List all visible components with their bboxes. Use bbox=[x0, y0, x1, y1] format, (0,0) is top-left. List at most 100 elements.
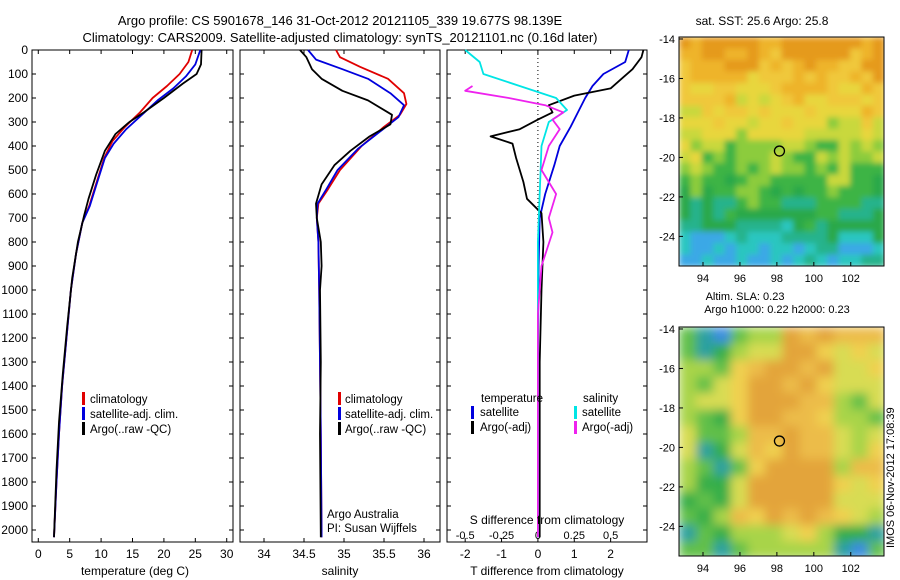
sla-cell bbox=[730, 393, 749, 411]
sst-cell bbox=[736, 37, 749, 50]
sla-cell bbox=[816, 492, 835, 510]
map-y-tick-label: -22 bbox=[659, 482, 675, 494]
sst-cell bbox=[861, 140, 874, 153]
map-x-tick-label: 96 bbox=[734, 273, 746, 285]
sst-cell bbox=[747, 197, 760, 210]
sst-cell bbox=[747, 162, 760, 176]
sst-cell bbox=[872, 208, 884, 222]
sla-cell bbox=[868, 409, 884, 427]
sst-cell bbox=[838, 162, 851, 176]
figure-title-line2: Climatology: CARS2009. Satellite-adjuste… bbox=[83, 30, 598, 45]
map-x-tick-label: 102 bbox=[842, 563, 860, 575]
sla-cell bbox=[799, 327, 818, 345]
sst-cell bbox=[679, 243, 692, 256]
sst-cell bbox=[736, 162, 749, 176]
sst-cell bbox=[815, 59, 829, 73]
depth-tick-label: 300 bbox=[8, 115, 28, 129]
sst-cell bbox=[804, 117, 817, 130]
sla-cell bbox=[799, 475, 818, 493]
sst-cell bbox=[770, 82, 783, 96]
map-y-tick-label: -18 bbox=[659, 403, 675, 415]
sla-cell bbox=[868, 360, 884, 378]
map-y-tick-label: -16 bbox=[659, 363, 675, 375]
sla-cell bbox=[868, 327, 884, 345]
sst-cell bbox=[815, 82, 829, 96]
sla-cell bbox=[747, 541, 766, 556]
sla-cell bbox=[765, 492, 783, 510]
sla-cell bbox=[868, 426, 884, 444]
sla-cell bbox=[730, 409, 749, 427]
sla-cell bbox=[833, 459, 852, 477]
sst-cell bbox=[724, 174, 737, 187]
series-argo-raw-qc- bbox=[53, 49, 203, 538]
sla-cell bbox=[782, 327, 801, 345]
sst-cell bbox=[758, 140, 772, 153]
sst-cell bbox=[804, 94, 817, 107]
sla-cell bbox=[713, 442, 732, 460]
sst-cell bbox=[758, 162, 772, 176]
sst-cell bbox=[872, 197, 884, 210]
series-argo-raw-qc- bbox=[299, 49, 393, 538]
sst-cell bbox=[770, 208, 783, 222]
sst-cell bbox=[872, 174, 884, 187]
sla-cell bbox=[747, 475, 766, 493]
sla-cell bbox=[747, 442, 766, 460]
sst-cell bbox=[861, 254, 874, 266]
x-tick-label: 15 bbox=[126, 547, 140, 561]
sla-cell bbox=[730, 426, 749, 444]
difference-xlabel: T difference from climatology bbox=[470, 564, 624, 578]
sla-cell bbox=[851, 508, 869, 526]
series-climatology bbox=[53, 49, 194, 538]
sst-cell bbox=[690, 162, 703, 176]
sla-cell bbox=[833, 541, 852, 556]
sla-heatmap bbox=[679, 327, 884, 556]
sst-cell bbox=[815, 162, 829, 176]
legend-swatch-s-satellite bbox=[574, 406, 577, 419]
x-tick-label: 35 bbox=[337, 547, 351, 561]
sst-cell bbox=[690, 117, 703, 130]
sla-cell bbox=[696, 525, 715, 543]
sla-cell bbox=[679, 343, 697, 361]
sst-cell bbox=[781, 71, 794, 84]
sst-cell bbox=[679, 117, 692, 130]
sst-cell bbox=[781, 185, 794, 199]
sst-cell bbox=[781, 254, 794, 266]
sla-cell bbox=[765, 360, 783, 378]
sla-cell bbox=[816, 360, 835, 378]
salinity-xlabel: salinity bbox=[322, 564, 359, 578]
legend-label-argo: Argo(..raw -QC) bbox=[345, 424, 426, 436]
sst-cell bbox=[679, 71, 692, 84]
sst-cell bbox=[747, 128, 760, 142]
sla-cell bbox=[747, 376, 766, 394]
sst-cell bbox=[724, 243, 737, 256]
sst-cell bbox=[724, 48, 737, 61]
sla-cell bbox=[747, 459, 766, 477]
sla-cell bbox=[765, 459, 783, 477]
sla-cell bbox=[851, 409, 869, 427]
map-y-tick-label: -24 bbox=[659, 231, 675, 243]
sst-cell bbox=[770, 94, 783, 107]
map-y-tick-label: -24 bbox=[659, 521, 675, 533]
map-x-tick-label: 102 bbox=[842, 273, 860, 285]
sst-cell bbox=[713, 174, 726, 187]
sst-cell bbox=[701, 128, 715, 142]
sla-cell bbox=[679, 393, 697, 411]
sst-cell bbox=[690, 208, 703, 222]
sst-cell bbox=[736, 231, 749, 245]
sst-cell bbox=[781, 94, 794, 107]
sla-cell bbox=[782, 442, 801, 460]
sst-cell bbox=[872, 231, 884, 245]
sst-cell bbox=[770, 231, 783, 245]
sst-cell bbox=[804, 37, 817, 50]
sst-cell bbox=[861, 48, 874, 61]
sst-cell bbox=[724, 128, 737, 142]
argo-location-marker bbox=[773, 145, 786, 157]
map-y-tick-label: -14 bbox=[659, 34, 675, 46]
sst-cell bbox=[781, 140, 794, 153]
sst-cell bbox=[838, 59, 851, 73]
sst-cell bbox=[758, 48, 772, 61]
legend-swatch-s-argo bbox=[574, 421, 577, 434]
sst-cell bbox=[781, 48, 794, 61]
sst-cell bbox=[713, 208, 726, 222]
sla-cell bbox=[833, 475, 852, 493]
